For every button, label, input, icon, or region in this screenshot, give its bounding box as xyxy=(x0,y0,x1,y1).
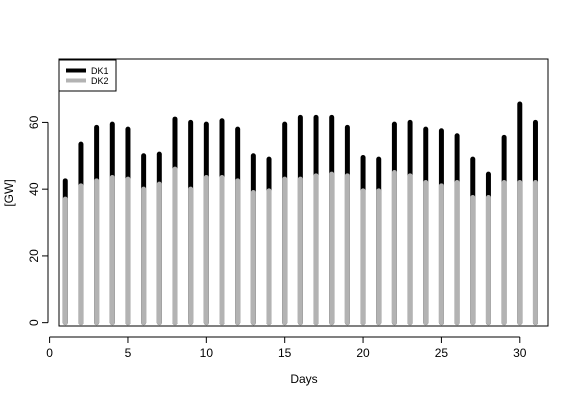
y-axis: 0 20 40 60 xyxy=(27,115,49,326)
x-tick-label: 15 xyxy=(278,346,292,360)
x-tick-label: 20 xyxy=(356,346,370,360)
x-tick-label: 30 xyxy=(513,346,527,360)
y-tick-label: 60 xyxy=(27,115,41,129)
y-tick-label: 0 xyxy=(27,319,41,326)
x-tick-label: 25 xyxy=(435,346,449,360)
y-tick-label: 20 xyxy=(27,249,41,263)
legend-label-dk2: DK2 xyxy=(91,76,109,86)
x-axis-label: Days xyxy=(290,372,317,386)
legend: DK1 DK2 xyxy=(58,59,117,92)
legend-label-dk1: DK1 xyxy=(91,66,109,76)
plot-area-border xyxy=(58,58,549,327)
x-tick-label: 0 xyxy=(46,346,53,360)
bars-layer xyxy=(62,101,538,326)
x-axis: 0 5 10 15 20 25 30 xyxy=(46,336,527,360)
x-tick-label: 10 xyxy=(200,346,214,360)
y-axis-label: [GW] xyxy=(2,179,16,206)
series-dk2 xyxy=(62,166,538,326)
x-tick-label: 5 xyxy=(125,346,132,360)
y-tick-label: 40 xyxy=(27,182,41,196)
legend-box xyxy=(58,59,117,92)
